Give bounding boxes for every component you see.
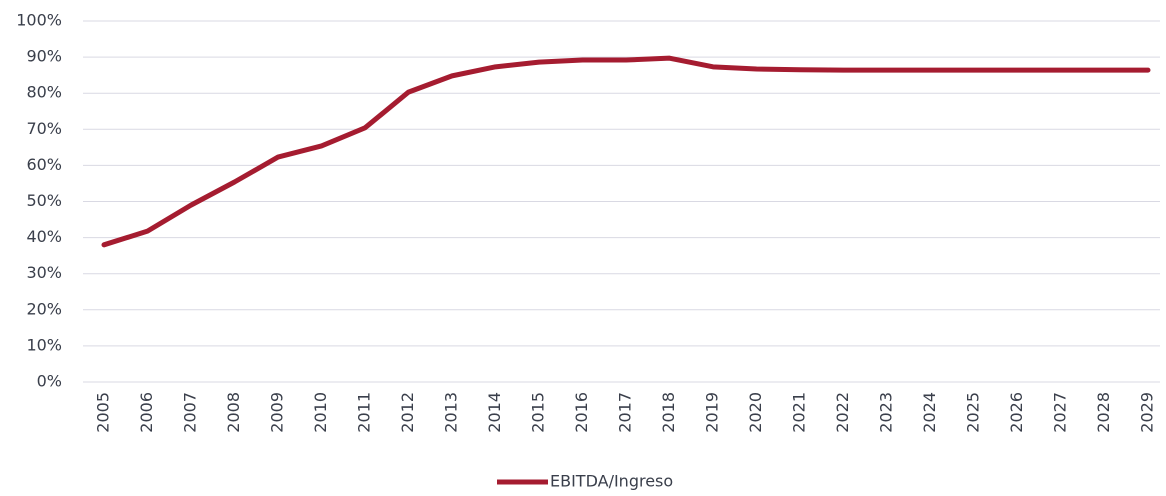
- x-tick-label: 2018: [659, 392, 678, 433]
- x-tick-label: 2029: [1138, 392, 1157, 433]
- y-tick-label: 30%: [26, 263, 62, 282]
- y-tick-label: 10%: [26, 335, 62, 354]
- x-tick-label: 2024: [920, 392, 939, 433]
- x-tick-label: 2026: [1007, 392, 1026, 433]
- y-tick-label: 0%: [37, 372, 62, 391]
- x-tick-label: 2017: [616, 392, 635, 433]
- x-tick-label: 2008: [224, 392, 243, 433]
- x-tick-label: 2005: [94, 392, 113, 433]
- y-tick-label: 70%: [26, 119, 62, 138]
- x-tick-label: 2023: [877, 392, 896, 433]
- y-tick-label: 50%: [26, 191, 62, 210]
- y-tick-label: 20%: [26, 299, 62, 318]
- y-tick-label: 100%: [16, 11, 62, 30]
- data-line: [101, 55, 1151, 248]
- x-tick-label: 2006: [137, 392, 156, 433]
- x-tick-label: 2027: [1051, 392, 1070, 433]
- x-tick-label: 2021: [790, 392, 809, 433]
- x-tick-label: 2020: [746, 392, 765, 433]
- x-tick-label: 2019: [703, 392, 722, 433]
- y-tick-label: 60%: [26, 155, 62, 174]
- y-tick-label: 90%: [26, 47, 62, 66]
- x-tick-label: 2015: [529, 392, 548, 433]
- x-tick-label: 2022: [833, 392, 852, 433]
- y-tick-label: 40%: [26, 227, 62, 246]
- x-tick-label: 2010: [311, 392, 330, 433]
- x-tick-label: 2007: [181, 392, 200, 433]
- legend-label: EBITDA/Ingreso: [550, 472, 673, 491]
- x-tick-label: 2014: [485, 392, 504, 433]
- x-tick-label: 2016: [572, 392, 591, 433]
- x-tick-label: 2028: [1094, 392, 1113, 433]
- x-tick-label: 2012: [398, 392, 417, 433]
- x-tick-label: 2013: [442, 392, 461, 433]
- x-tick-label: 2011: [355, 392, 374, 433]
- x-tick-label: 2025: [964, 392, 983, 433]
- x-tick-label: 2009: [268, 392, 287, 433]
- y-tick-label: 80%: [26, 83, 62, 102]
